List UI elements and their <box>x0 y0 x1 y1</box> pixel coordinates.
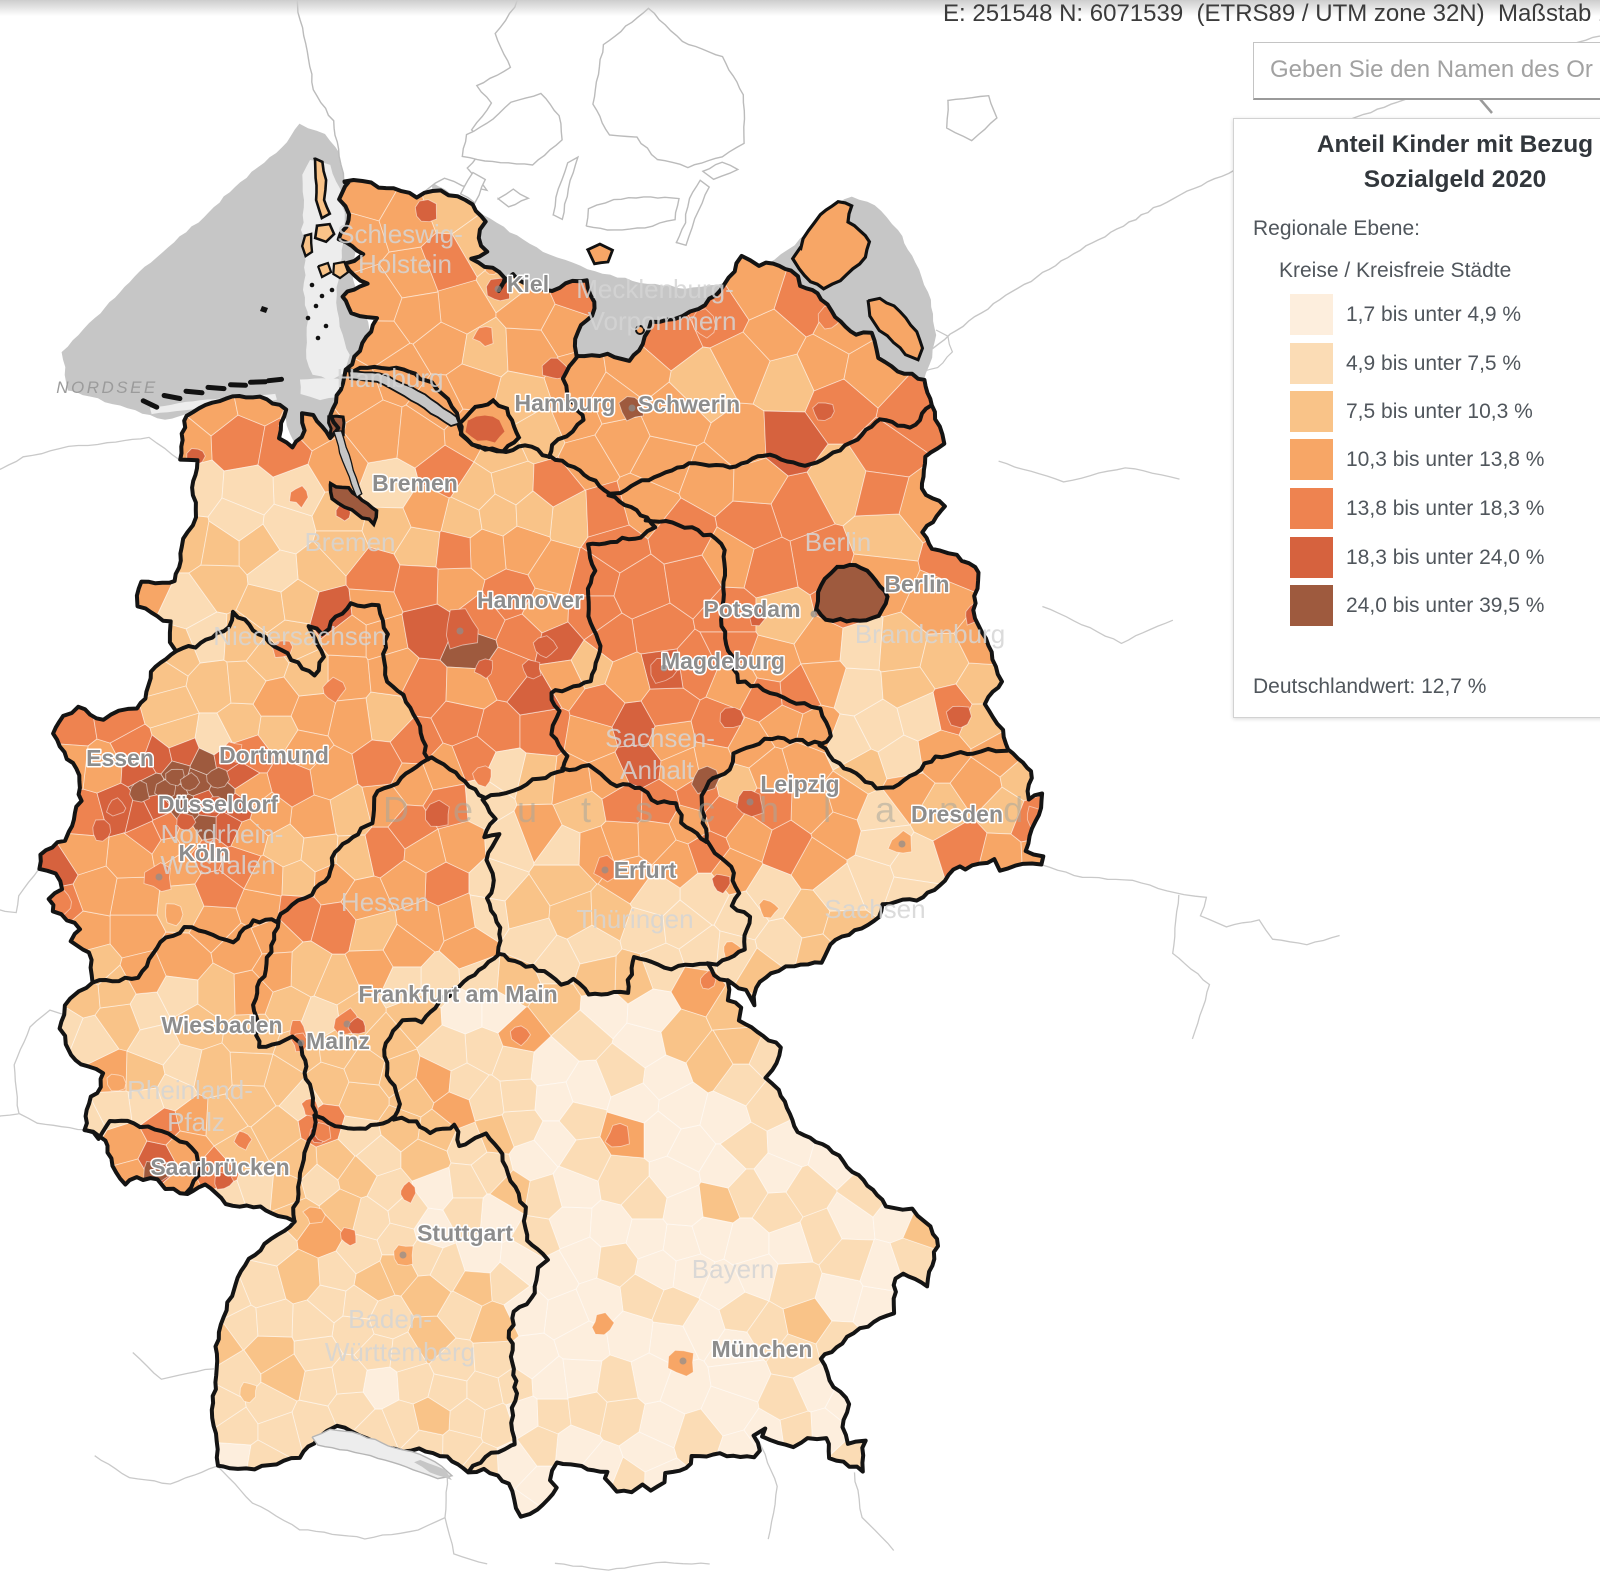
svg-text:Nordrhein-: Nordrhein- <box>161 819 284 849</box>
svg-text:Wiesbaden: Wiesbaden <box>161 1012 282 1038</box>
svg-text:Württemberg: Württemberg <box>325 1337 475 1367</box>
svg-text:Holstein: Holstein <box>358 249 452 279</box>
svg-text:Bremen: Bremen <box>304 527 395 557</box>
svg-text:Hessen: Hessen <box>341 887 429 917</box>
svg-text:Pfalz: Pfalz <box>167 1107 225 1137</box>
svg-text:Köln: Köln <box>178 840 229 866</box>
svg-text:Berlin: Berlin <box>884 571 949 597</box>
svg-text:Düsseldorf: Düsseldorf <box>158 791 278 817</box>
svg-text:Magdeburg: Magdeburg <box>661 648 785 674</box>
svg-text:Thüringen: Thüringen <box>576 904 693 934</box>
svg-text:München: München <box>712 1336 813 1362</box>
svg-text:Rheinland-: Rheinland- <box>127 1075 253 1105</box>
svg-text:Niedersachsen: Niedersachsen <box>213 621 386 651</box>
svg-text:Essen: Essen <box>86 745 154 771</box>
svg-text:Anhalt: Anhalt <box>620 755 694 785</box>
svg-text:Hamburg: Hamburg <box>337 363 444 393</box>
svg-text:Bayern: Bayern <box>692 1254 774 1284</box>
svg-text:Schwerin: Schwerin <box>638 391 740 417</box>
svg-text:Vorpommern: Vorpommern <box>588 306 737 336</box>
svg-text:Dortmund: Dortmund <box>219 742 329 768</box>
svg-text:Kiel: Kiel <box>507 271 549 297</box>
svg-text:Leipzig: Leipzig <box>760 771 839 797</box>
svg-text:Baden-: Baden- <box>348 1304 432 1334</box>
svg-text:Hannover: Hannover <box>477 587 583 613</box>
svg-text:Brandenburg: Brandenburg <box>855 619 1005 649</box>
svg-text:NORDSEE: NORDSEE <box>56 378 158 397</box>
svg-text:D e u t s c h l a n d: D e u t s c h l a n d <box>383 789 1040 830</box>
svg-text:Hamburg: Hamburg <box>515 390 616 416</box>
svg-text:Erfurt: Erfurt <box>614 857 677 883</box>
svg-text:Mecklenburg-: Mecklenburg- <box>576 274 734 304</box>
svg-text:Sachsen-: Sachsen- <box>605 723 715 753</box>
svg-text:Schleswig-: Schleswig- <box>337 219 463 249</box>
svg-text:Bremen: Bremen <box>372 470 458 496</box>
svg-text:Potsdam: Potsdam <box>703 596 800 622</box>
svg-text:Saarbrücken: Saarbrücken <box>150 1154 289 1180</box>
svg-text:Westfalen: Westfalen <box>160 850 275 880</box>
svg-text:Mainz: Mainz <box>306 1028 370 1054</box>
svg-text:Berlin: Berlin <box>805 527 871 557</box>
svg-text:Frankfurt am Main: Frankfurt am Main <box>358 981 557 1007</box>
svg-text:Stuttgart: Stuttgart <box>417 1220 513 1246</box>
svg-text:Dresden: Dresden <box>911 801 1003 827</box>
svg-text:Sachsen: Sachsen <box>824 894 925 924</box>
